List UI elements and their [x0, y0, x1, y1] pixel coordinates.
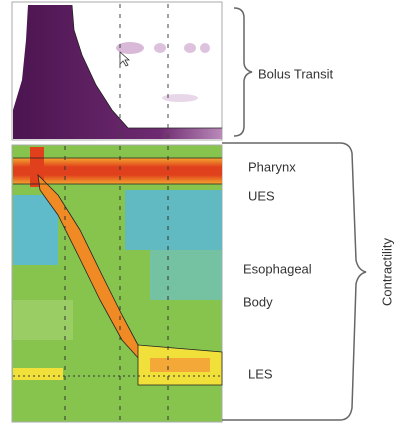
region-label: Pharynx — [248, 159, 296, 174]
pressure-panel — [11, 144, 223, 423]
region-label: UES — [248, 188, 275, 203]
region-label: Body — [243, 294, 273, 309]
contractility-brace — [222, 142, 367, 421]
contractility-label: Contractility — [379, 238, 394, 306]
region-label: Esophageal — [243, 261, 312, 276]
bolus-brace — [233, 7, 253, 137]
bolus-label: Bolus Transit — [258, 66, 334, 81]
region-label: LES — [248, 366, 273, 381]
impedance-panel — [11, 1, 223, 141]
bolus-region — [13, 5, 222, 139]
